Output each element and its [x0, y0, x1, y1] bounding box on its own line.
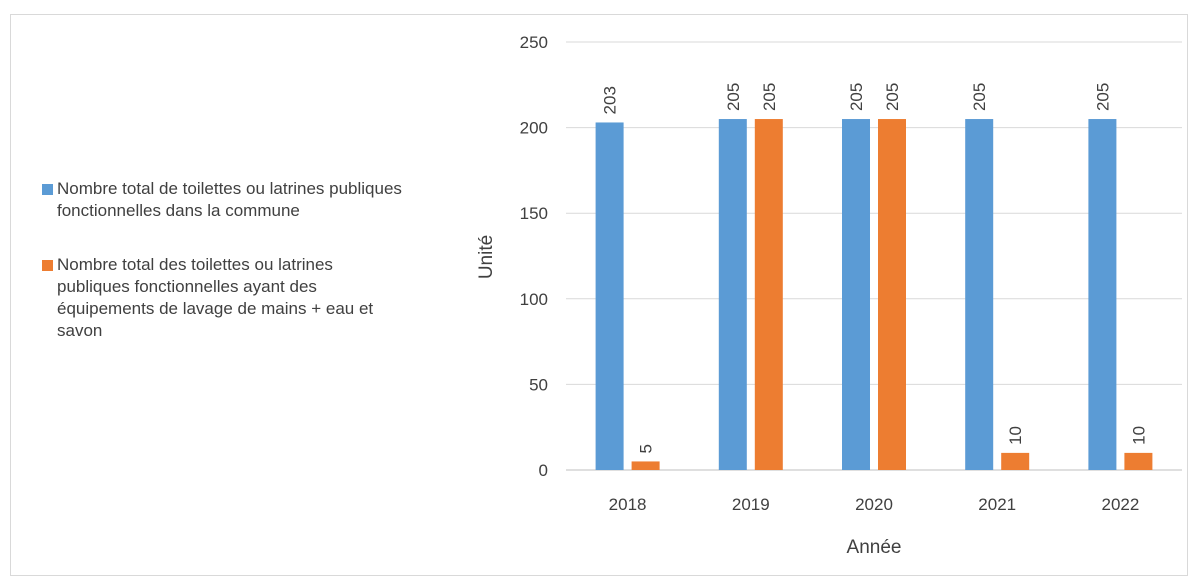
bar [1124, 452, 1153, 470]
data-label: 203 [601, 86, 620, 114]
legend-swatch [42, 184, 53, 195]
bar [842, 119, 870, 470]
gridlines [566, 41, 1182, 471]
legend-item: Nombre total des toilettes ou latrines p… [40, 254, 410, 342]
x-axis-title: Année [847, 537, 902, 558]
x-tick-label: 2019 [732, 495, 770, 514]
bar [1088, 119, 1117, 470]
x-axis-ticks: 2018 2019 2020 2021 2022 [609, 495, 1140, 514]
x-tick-label: 2018 [609, 495, 647, 514]
y-tick-label: 200 [520, 119, 548, 138]
bar [965, 119, 994, 470]
y-tick-label: 150 [520, 204, 548, 223]
data-label: 10 [1129, 426, 1148, 445]
data-label: 205 [883, 83, 902, 111]
data-labels: 203 5 205 205 205 205 205 10 205 10 [601, 83, 1149, 454]
data-label: 205 [847, 83, 866, 111]
legend-label: Nombre total des toilettes ou latrines p… [57, 255, 374, 340]
bar [1001, 452, 1030, 470]
y-tick-label: 50 [529, 375, 548, 394]
y-tick-label: 100 [520, 290, 548, 309]
x-tick-label: 2020 [855, 495, 893, 514]
y-tick-label: 250 [520, 33, 548, 52]
bars [595, 119, 1153, 471]
data-label: 5 [637, 444, 656, 453]
legend: Nombre total de toilettes ou latrines pu… [40, 178, 410, 374]
x-tick-label: 2022 [1101, 495, 1139, 514]
bar [754, 119, 783, 470]
y-axis-title: Unité [476, 235, 497, 279]
data-label: 205 [1093, 83, 1112, 111]
x-tick-label: 2021 [978, 495, 1016, 514]
legend-item: Nombre total de toilettes ou latrines pu… [40, 178, 410, 222]
data-label: 10 [1006, 426, 1025, 445]
legend-label: Nombre total de toilettes ou latrines pu… [57, 179, 402, 220]
bar [631, 461, 660, 470]
y-axis-ticks: 0 50 100 150 200 250 [520, 33, 548, 480]
y-tick-label: 0 [539, 461, 548, 480]
bar [595, 122, 624, 471]
data-label: 205 [760, 83, 779, 111]
data-label: 205 [970, 83, 989, 111]
legend-swatch [42, 260, 53, 271]
bar [718, 119, 747, 470]
bar [878, 119, 906, 470]
data-label: 205 [724, 83, 743, 111]
